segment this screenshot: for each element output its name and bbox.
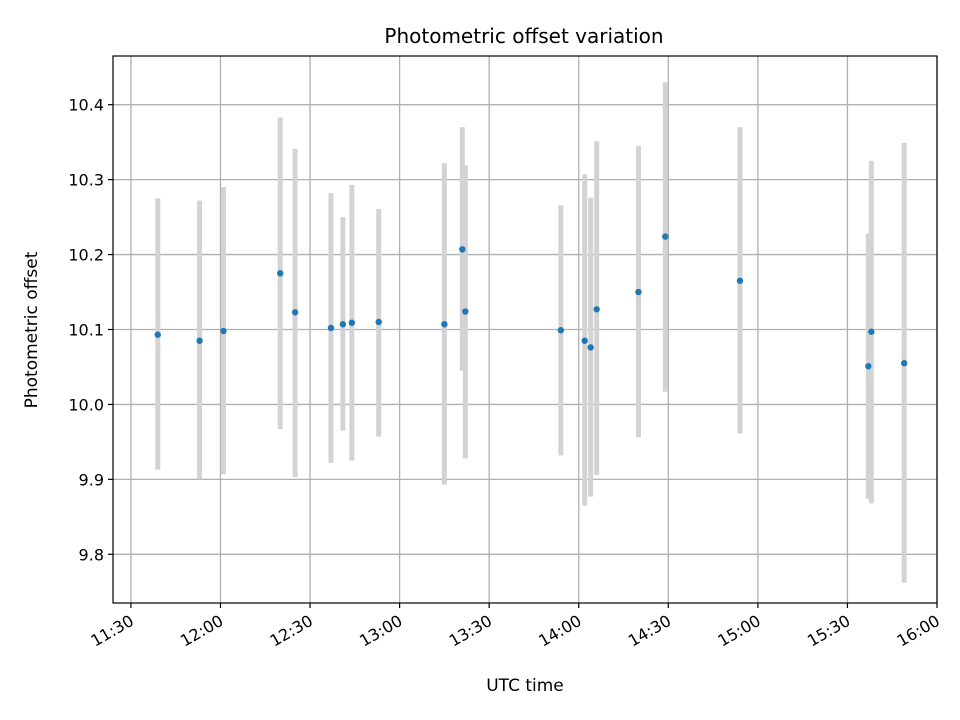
x-tick-label: 12:00 — [177, 611, 226, 651]
data-point — [736, 277, 744, 284]
x-tick-label: 13:30 — [446, 611, 495, 651]
x-tick-label: 11:30 — [87, 611, 136, 651]
y-tick-label: 10.4 — [68, 96, 104, 115]
x-tick-label: 16:00 — [894, 611, 943, 651]
data-point — [196, 337, 203, 344]
data-point — [868, 328, 875, 335]
data-point — [327, 324, 335, 332]
data-point — [581, 337, 588, 344]
y-tick-layer: 9.8 9.9 10.0 10.1 10.2 10.3 10.4 — [68, 96, 113, 564]
data-point — [593, 306, 600, 313]
data-point — [557, 327, 565, 334]
x-axis-title: UTC time — [486, 676, 564, 696]
grid-layer — [113, 56, 938, 603]
data-point — [441, 321, 448, 328]
data-point — [348, 319, 356, 326]
data-point — [459, 246, 466, 253]
data-point — [662, 233, 669, 240]
x-tick-label: 15:00 — [714, 611, 763, 651]
y-tick-label: 10.2 — [68, 246, 104, 265]
data-point — [276, 270, 284, 277]
data-point — [339, 321, 347, 328]
x-tick-layer: 11:30 12:00 12:30 13:00 13:30 14:00 14:30 15:00… — [87, 603, 943, 651]
x-tick-label: 14:00 — [535, 611, 584, 651]
data-point — [154, 331, 161, 338]
data-point — [900, 360, 908, 367]
y-tick-label: 10.3 — [68, 171, 104, 190]
point-layer — [154, 233, 908, 370]
x-tick-label: 12:30 — [267, 611, 316, 651]
x-tick-label: 15:30 — [804, 611, 853, 651]
data-point — [635, 288, 642, 296]
data-point — [375, 318, 382, 326]
x-tick-label: 13:00 — [356, 611, 405, 651]
data-point — [587, 344, 594, 351]
y-tick-label: 9.9 — [79, 470, 104, 489]
y-tick-label: 10.1 — [68, 321, 104, 340]
y-tick-label: 9.8 — [79, 545, 104, 564]
errorbar-layer — [155, 82, 907, 583]
data-point — [220, 327, 227, 335]
data-point — [462, 308, 469, 315]
data-point — [291, 309, 299, 316]
y-tick-label: 10.0 — [68, 395, 104, 414]
data-point — [865, 363, 872, 370]
chart-title: Photometric offset variation — [384, 24, 663, 48]
y-axis-title: Photometric offset — [22, 251, 42, 408]
x-tick-label: 14:30 — [625, 611, 674, 651]
